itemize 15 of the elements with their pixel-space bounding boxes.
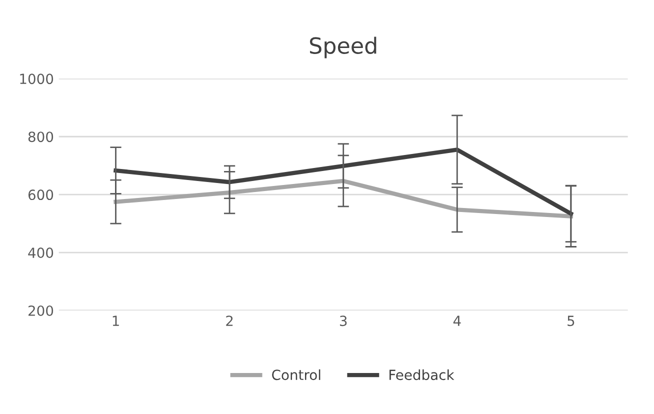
y-tick-label: 200	[28, 305, 54, 316]
line-series	[114, 178, 574, 218]
y-tick-label: 800	[28, 132, 54, 142]
legend-label: Control	[272, 369, 320, 380]
chart-title: Speed	[310, 36, 376, 58]
x-tick-label: 4	[453, 316, 461, 326]
x-tick-label: 2	[226, 316, 233, 326]
y-tick-label: 600	[28, 190, 54, 200]
legend-label: Feedback	[390, 369, 454, 380]
line-series	[114, 148, 574, 216]
x-tick-label: 5	[568, 316, 574, 326]
x-tick-label: 1	[112, 316, 119, 326]
x-tick-label: 3	[340, 316, 347, 326]
y-tick-label: 1000	[20, 74, 54, 84]
y-tick-label: 400	[28, 248, 54, 258]
